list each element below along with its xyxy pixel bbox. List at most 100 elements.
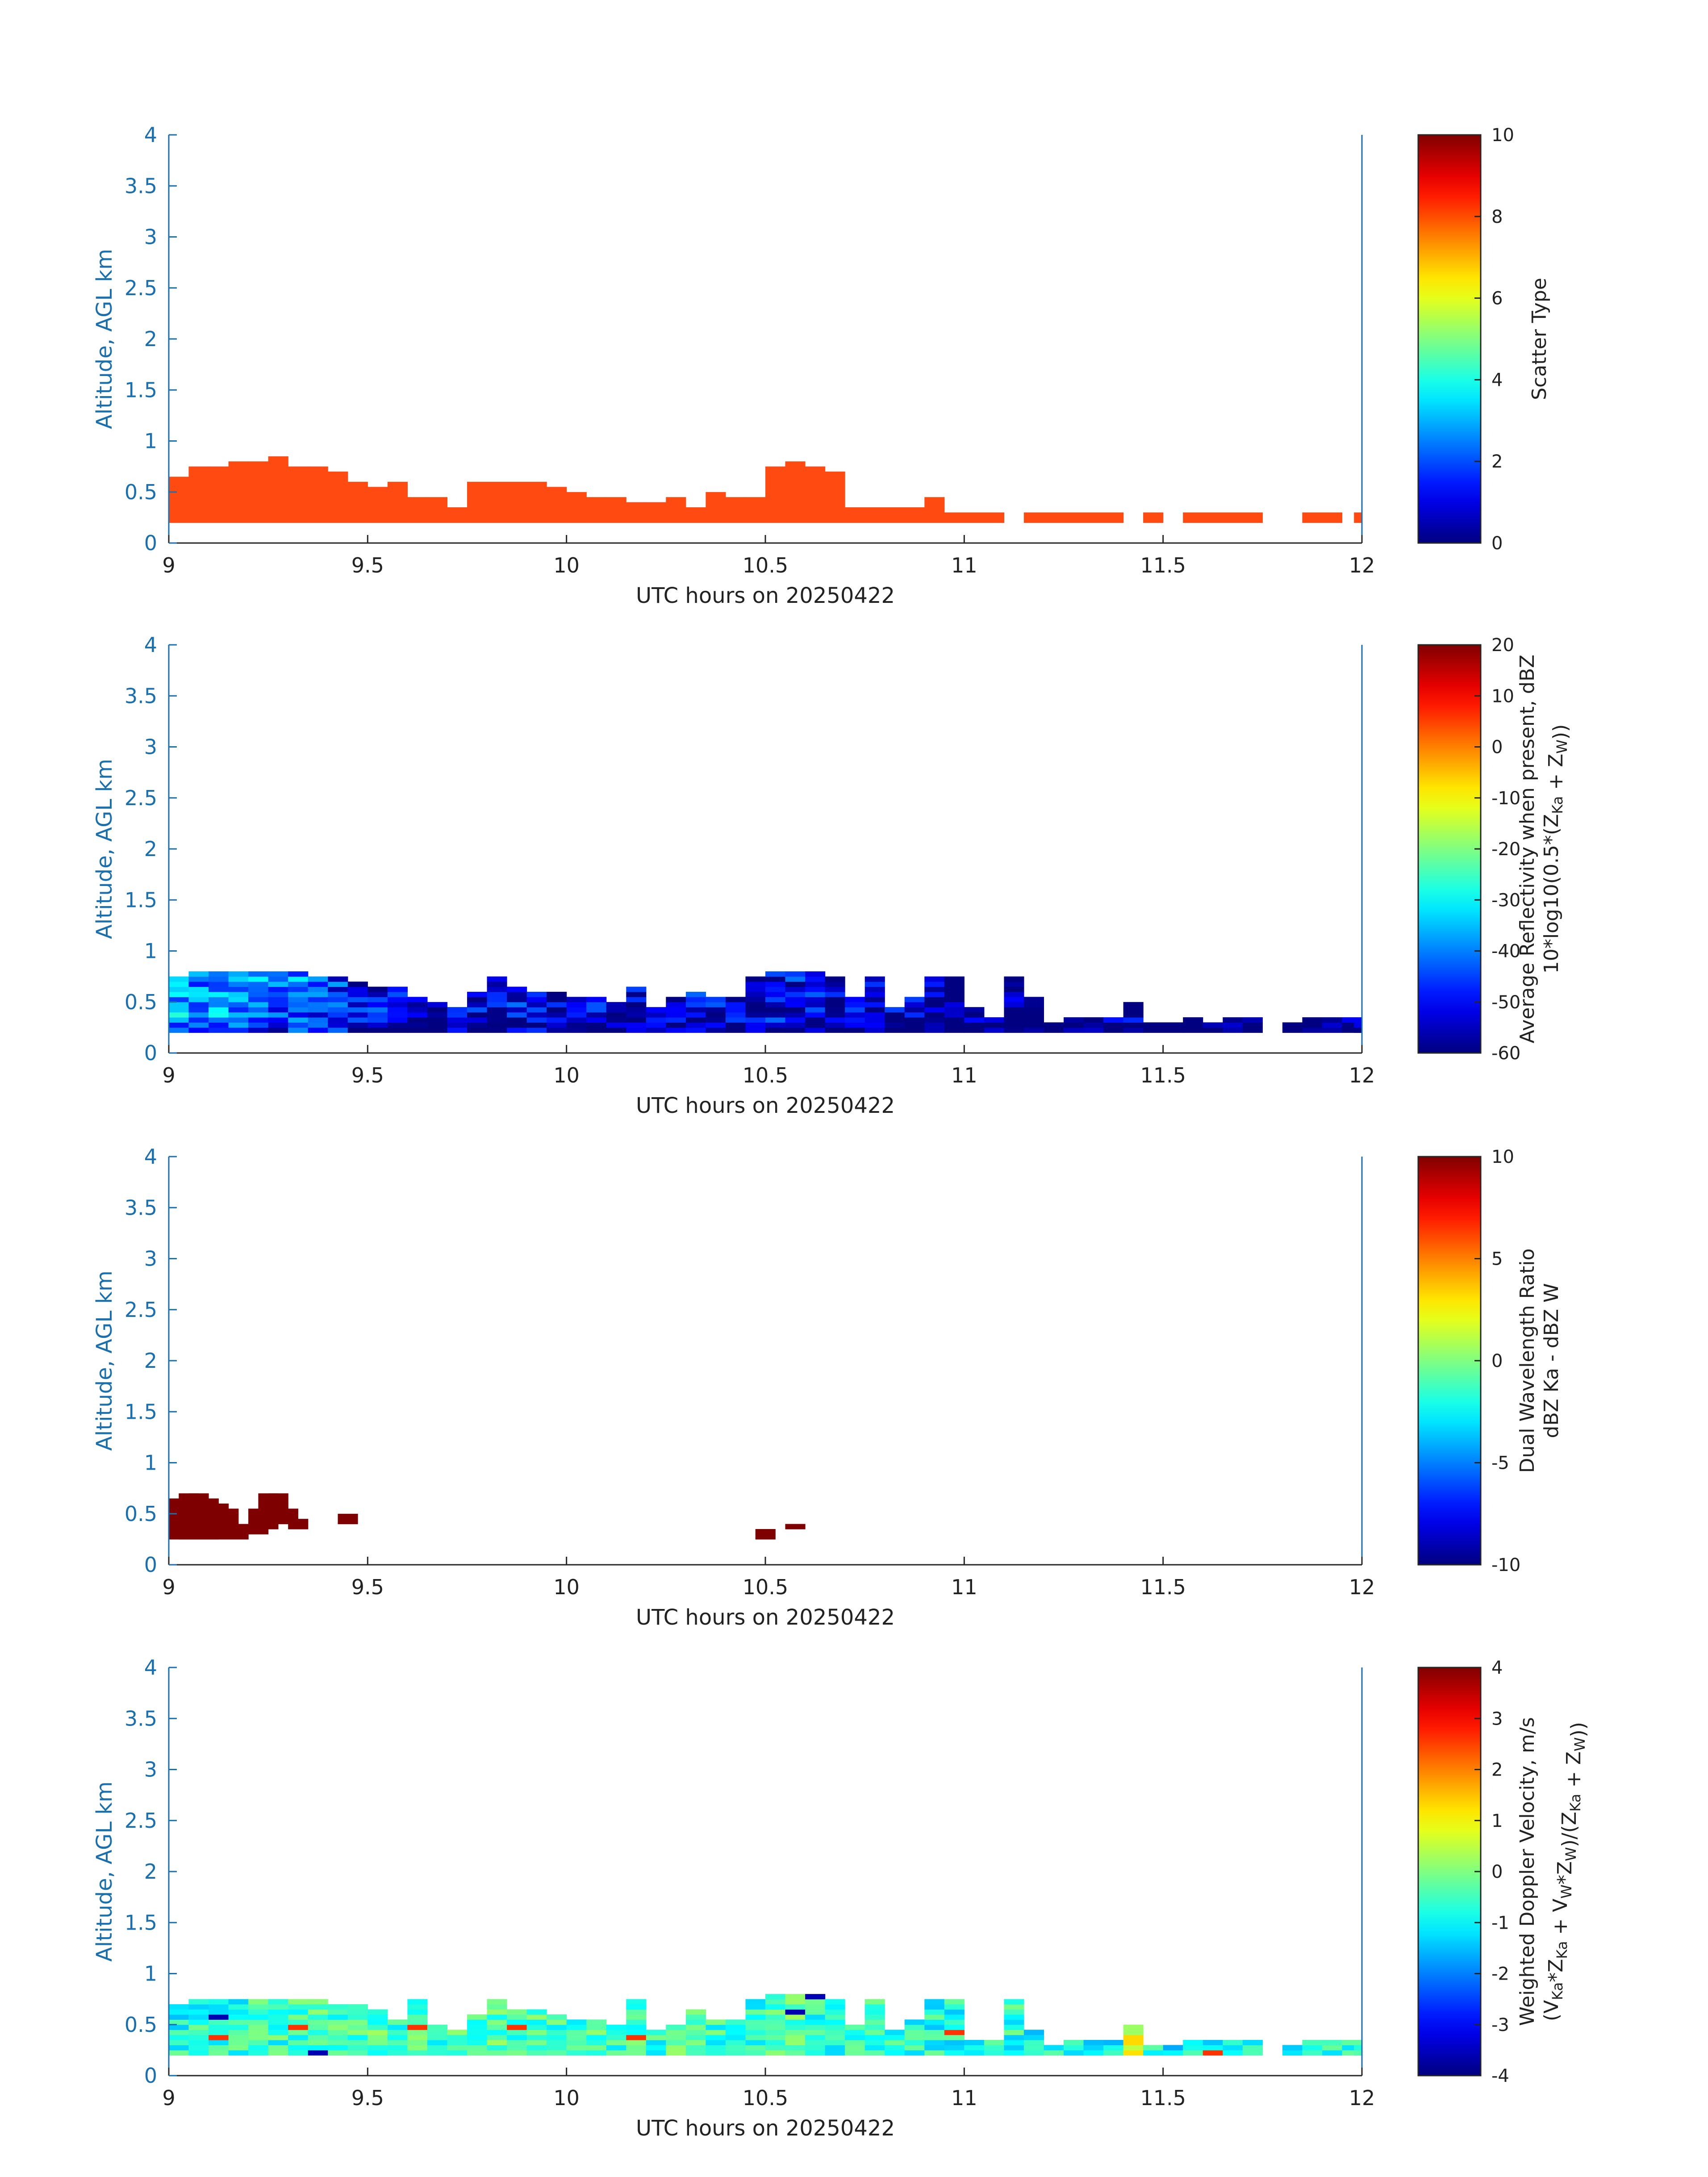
heatmap-cell	[825, 1017, 845, 1023]
heatmap-cell	[188, 2024, 209, 2030]
heatmap-cell	[904, 997, 925, 1003]
heatmap-cell	[1282, 2050, 1303, 2056]
heatmap-cell	[1163, 2045, 1183, 2051]
heatmap-cell	[924, 517, 945, 523]
heatmap-cell	[387, 1017, 408, 1023]
heatmap-cell	[367, 2014, 388, 2020]
heatmap-cell	[268, 507, 288, 513]
heatmap-cell	[209, 991, 229, 997]
heatmap-cell	[447, 512, 468, 518]
heatmap-cell	[387, 1002, 408, 1007]
heatmap-cell	[407, 1999, 428, 2005]
heatmap-cell	[885, 517, 905, 523]
heatmap-cell	[825, 997, 845, 1003]
heatmap-cell	[248, 2019, 269, 2025]
heatmap-cell	[209, 472, 229, 477]
y-tick-label: 2.5	[125, 1809, 157, 1833]
heatmap-cell	[248, 487, 269, 493]
heatmap-cell	[188, 2004, 209, 2010]
heatmap-cell	[845, 2040, 865, 2045]
heatmap-cell	[984, 1022, 1004, 1028]
heatmap-cell	[1023, 1002, 1044, 1007]
heatmap-cell	[566, 997, 587, 1003]
y-axis-label: Altitude, AGL km	[92, 759, 117, 939]
heatmap-cell	[566, 507, 587, 513]
heatmap-cell	[845, 2045, 865, 2051]
heatmap-cell	[188, 2030, 209, 2035]
heatmap-cell	[347, 2019, 368, 2025]
heatmap-cell	[308, 487, 328, 493]
heatmap-cell	[1023, 512, 1044, 518]
heatmap-cell	[248, 2040, 269, 2045]
x-tick-label: 11.5	[1140, 2086, 1186, 2110]
heatmap-cell	[507, 2014, 527, 2020]
heatmap-cell	[725, 2045, 746, 2051]
y-tick-label: 2.5	[125, 276, 157, 300]
heatmap-cell	[188, 517, 209, 523]
heatmap-cell	[685, 1022, 706, 1028]
heatmap-cell	[328, 1007, 348, 1013]
colorbar-label: Average Reflectivity when present, dBZ	[1516, 655, 1539, 1044]
heatmap-cell	[825, 502, 845, 508]
heatmap-cell	[328, 986, 348, 992]
heatmap-cell	[1123, 1027, 1144, 1033]
heatmap-cell	[745, 1027, 766, 1033]
heatmap-cell	[1044, 1027, 1064, 1033]
heatmap-cell	[586, 2045, 607, 2051]
heatmap-cell	[328, 487, 348, 493]
heatmap-cell	[228, 502, 249, 508]
heatmap-cell	[825, 512, 845, 518]
y-tick-label: 3	[144, 735, 157, 759]
heatmap-cell	[427, 507, 447, 513]
x-tick-label: 12	[1349, 2086, 1375, 2110]
heatmap-cell	[666, 1017, 686, 1023]
heatmap-cell	[288, 476, 309, 482]
y-tick-label: 3.5	[125, 1706, 157, 1730]
heatmap-cell	[367, 2009, 388, 2015]
heatmap-cell	[785, 1022, 806, 1028]
heatmap-cell	[1203, 2045, 1223, 2051]
heatmap-cell	[547, 2030, 567, 2035]
heatmap-cell	[805, 2050, 826, 2056]
heatmap-cell	[626, 1999, 647, 2005]
heatmap-cell	[785, 2014, 806, 2020]
heatmap-cell	[447, 2050, 468, 2056]
heatmap-cell	[765, 476, 786, 482]
heatmap-cell	[1023, 2040, 1044, 2045]
heatmap-cell	[407, 1002, 428, 1007]
heatmap-cell	[209, 481, 229, 487]
heatmap-cell	[268, 512, 288, 518]
heatmap-cell	[725, 2030, 746, 2035]
x-tick-label: 10.5	[743, 1063, 788, 1087]
heatmap-cell	[785, 472, 806, 477]
heatmap-cell	[308, 2040, 328, 2045]
heatmap-cell	[288, 2019, 309, 2025]
heatmap-cell	[328, 502, 348, 508]
heatmap-cell	[188, 986, 209, 992]
heatmap-cell	[407, 497, 428, 503]
heatmap-cell	[626, 2009, 647, 2015]
heatmap-cell	[248, 502, 269, 508]
heatmap-cell	[984, 2050, 1004, 2056]
heatmap-cell	[547, 1007, 567, 1013]
heatmap-cells-dwr	[169, 1493, 806, 1540]
y-tick-label: 0.5	[125, 480, 157, 504]
heatmap-cell	[964, 517, 985, 523]
heatmap-cell	[507, 2050, 527, 2056]
heatmap-cell	[785, 2050, 806, 2056]
heatmap-cell	[367, 2024, 388, 2030]
heatmap-cell	[825, 2009, 845, 2015]
heatmap-cell	[328, 492, 348, 497]
heatmap-cell	[268, 472, 288, 477]
heatmap-cell	[347, 512, 368, 518]
heatmap-cell	[347, 2030, 368, 2035]
heatmap-cell	[745, 2009, 766, 2015]
heatmap-cell	[308, 991, 328, 997]
heatmap-cell	[209, 476, 229, 482]
y-tick-label: 2.5	[125, 786, 157, 810]
heatmap-cell	[864, 2024, 885, 2030]
colorbar-tick-label: 6	[1491, 288, 1503, 309]
heatmap-cell	[188, 1022, 209, 1028]
heatmap-cell	[288, 1027, 309, 1033]
heatmap-cell	[328, 2009, 348, 2015]
